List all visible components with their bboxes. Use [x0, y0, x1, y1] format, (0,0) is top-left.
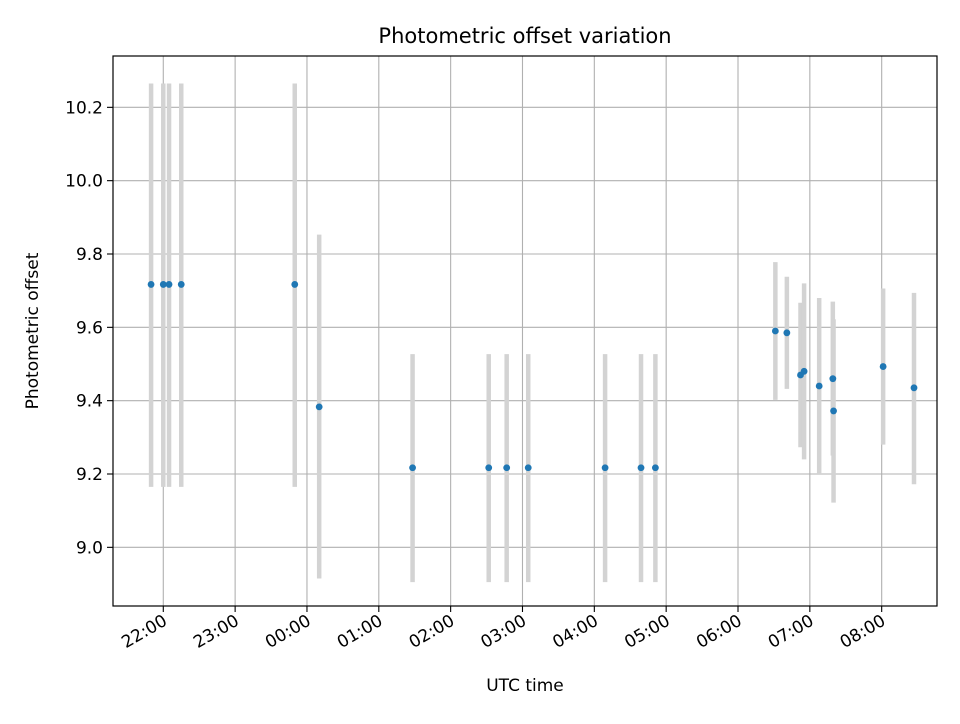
y-tick-label: 9.8	[76, 245, 103, 265]
data-point	[503, 464, 511, 472]
plot-area-frame	[112, 55, 938, 607]
data-point	[315, 403, 323, 411]
data-point	[829, 375, 837, 383]
y-axis-ticks: 9.0 9.2 9.4 9.6 9.8 10.0 10.2	[65, 98, 113, 558]
data-point	[159, 281, 167, 288]
data-point	[879, 363, 887, 370]
data-point	[291, 281, 299, 288]
data-point	[783, 329, 791, 337]
data-point	[771, 327, 779, 335]
y-tick-label: 9.0	[76, 538, 103, 558]
data-point	[637, 464, 645, 472]
data-point	[601, 464, 609, 472]
data-point	[177, 281, 185, 288]
data-point	[830, 407, 837, 415]
y-tick-label: 9.4	[76, 392, 103, 412]
y-tick-label: 10.0	[65, 172, 103, 192]
y-tick-label: 10.2	[65, 98, 103, 118]
data-point	[800, 367, 808, 375]
data-points	[147, 281, 918, 472]
data-point	[409, 464, 416, 472]
y-tick-label: 9.2	[76, 465, 103, 485]
data-point	[165, 281, 173, 288]
chart-title: Photometric offset variation	[378, 24, 671, 48]
data-point	[524, 464, 532, 472]
y-axis-label: Photometric offset	[23, 252, 43, 409]
data-point	[815, 382, 823, 390]
data-point	[485, 464, 493, 472]
data-point	[147, 281, 155, 288]
data-point	[651, 464, 659, 472]
data-point	[910, 384, 918, 392]
x-axis-label: UTC time	[486, 676, 564, 696]
y-tick-label: 9.6	[76, 318, 103, 338]
